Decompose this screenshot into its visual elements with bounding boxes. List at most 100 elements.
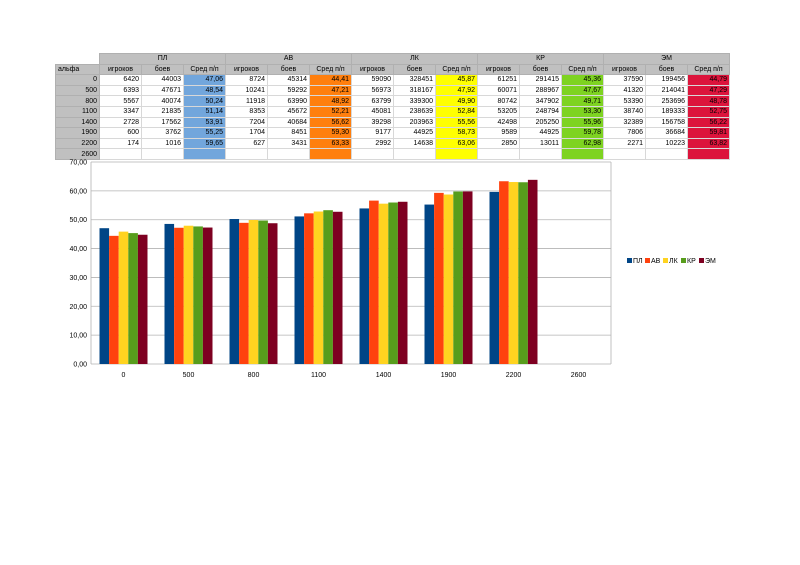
avg-cell: 58,73 [435,127,478,139]
bar-ЭМ-1900 [462,191,473,364]
group-header-0: ПЛ [99,53,226,65]
bar-ПЛ-1900 [424,204,435,364]
bar-КР-500 [193,226,203,364]
table-cell: 318167 [393,84,436,97]
bar-ПЛ-800 [229,219,240,364]
table-cell: 291415 [519,74,562,86]
subheader-cell: игроков [477,63,520,76]
x-tick-label: 1400 [376,372,392,379]
bar-АВ-1400 [369,200,379,364]
bar-ЭМ-2200 [527,179,538,364]
avg-cell: 56,22 [687,116,730,129]
subheader-cell: боев [519,63,562,76]
avg-cell: 56,62 [309,116,352,129]
table-cell: 10223 [645,137,688,150]
table-cell: 3347 [99,105,142,118]
bar-КР-800 [258,220,268,364]
avg-cell: 45,36 [561,74,604,86]
table-cell: 59292 [267,84,310,97]
legend-label-ЭМ: ЭМ [705,258,716,265]
table-cell: 7204 [225,116,268,129]
avg-cell: 48,92 [309,95,352,107]
legend-label-КР: КР [687,258,696,265]
table-cell: 5567 [99,95,142,107]
bar-АВ-1100 [304,213,314,364]
table-cell: 3431 [267,137,310,150]
table-cell: 339300 [393,95,436,107]
table-cell: 63799 [351,95,394,107]
bar-chart: 0,00 10,00 20,00 30,00 40,00 50,00 60,00 70,00 0… [69,160,716,380]
avg-cell: 47,21 [309,84,352,97]
bar-ЭМ-1400 [397,201,408,364]
table-row: 2600 [55,148,730,160]
y-tick-label: 20,00 [69,304,87,311]
table-cell: 2728 [99,116,142,129]
alpha-cell: 800 [55,95,100,107]
avg-cell: 47,92 [435,84,478,97]
table-cell: 9177 [351,127,394,139]
table-cell: 2850 [477,137,520,150]
avg-cell: 44,79 [687,74,730,86]
avg-cell: 63,82 [687,137,730,150]
table-cell: 53205 [477,105,520,118]
x-tick-label: 800 [248,372,260,379]
bar-ЭМ-800 [267,223,278,364]
alpha-cell: 1900 [55,127,100,139]
table-cell: 189333 [645,105,688,118]
bar-ЛК-800 [248,220,259,364]
group-header-4: ЭМ [603,53,730,65]
bar-КР-1400 [388,202,398,364]
avg-cell: 52,21 [309,105,352,118]
table-cell: 32389 [603,116,646,129]
table-cell: 9589 [477,127,520,139]
table-cell: 2992 [351,137,394,150]
bar-КР-1100 [323,210,333,364]
table-cell: 40684 [267,116,310,129]
table-row: 1100 3347 21835 51,14 8353 45672 52,21 45081 238… [55,105,730,118]
avg-cell: 59,65 [183,137,226,150]
legend-label-ЛК: ЛК [669,258,679,265]
bar-ПЛ-1400 [359,208,370,364]
subheader-cell: игроков [225,63,268,76]
subheader-cell: Сред п/п [309,63,352,76]
table-cell: 37590 [603,74,646,86]
table-cell: 156758 [645,116,688,129]
legend-label-АВ: АВ [651,258,661,265]
legend-label-ПЛ: ПЛ [633,258,643,265]
table-cell: 214041 [645,84,688,97]
table-cell: 328451 [393,74,436,86]
table-cell: 1016 [141,137,184,150]
subheader-cell: Сред п/п [561,63,604,76]
avg-cell: 47,06 [183,74,226,86]
table-cell: 40074 [141,95,184,107]
legend-swatch-АВ [645,258,650,263]
group-header-3: КР [477,53,604,65]
table-cell: 17562 [141,116,184,129]
table-cell: 14638 [393,137,436,150]
y-tick-label: 40,00 [69,246,87,253]
bar-ЭМ-0 [137,234,148,364]
bar-ЛК-1100 [313,211,324,364]
bar-ПЛ-500 [164,223,175,364]
subheader-cell: Сред п/п [687,63,730,76]
table-cell: 288967 [519,84,562,97]
table-cell: 2271 [603,137,646,150]
avg-cell: 52,84 [435,105,478,118]
table-cell: 347902 [519,95,562,107]
x-tick-label: 500 [183,372,195,379]
avg-cell: 63,33 [309,137,352,150]
avg-cell: 51,14 [183,105,226,118]
table-cell: 8353 [225,105,268,118]
table-cell: 44925 [393,127,436,139]
alpha-cell: 500 [55,84,100,97]
table-cell: 45314 [267,74,310,86]
table-cell: 11918 [225,95,268,107]
bar-КР-0 [128,233,138,364]
subheader-cell: игроков [603,63,646,76]
x-tick-label: 1900 [441,372,457,379]
data-table: ПЛ АВ ЛК КР ЭМ альфа игроков боев Сред п/п игроко… [55,53,730,160]
table-cell: 199456 [645,74,688,86]
table-cell: 238639 [393,105,436,118]
avg-cell: 62,98 [561,137,604,150]
avg-cell: 53,91 [183,116,226,129]
